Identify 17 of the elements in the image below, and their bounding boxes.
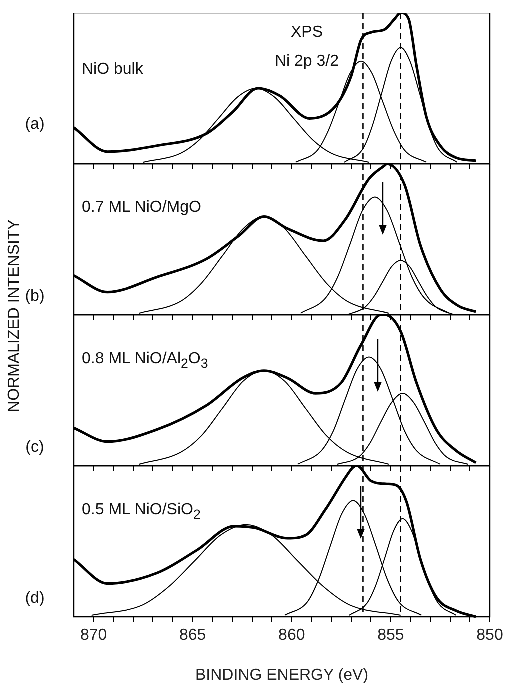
text: (a) (25, 116, 45, 133)
text: (d) (25, 590, 45, 607)
annotation: 0.5 ML NiO/SiO$_{2}$ (82, 502, 201, 522)
x-tick-label: 860 (278, 627, 306, 644)
annotation: Ni 2p 3/2 (274, 53, 340, 70)
x-axis-title: BINDING ENERGY (eV) (195, 666, 369, 684)
x-tick-label: 850 (476, 627, 504, 644)
annotation: 0.8 ML NiO/Al$_{2}$O$_{3}$ (82, 350, 208, 371)
annotation: XPS (290, 24, 324, 41)
x-tick-label: 870 (80, 627, 108, 644)
text: (b) (25, 288, 45, 305)
x-tick-label: 865 (180, 627, 206, 644)
annotation: NiO bulk (82, 61, 144, 78)
annotation: 0.7 ML NiO/MgO (82, 199, 202, 216)
y-axis-title: NORMALIZED INTENSITY (6, 220, 23, 412)
x-tick-label: 855 (378, 627, 404, 644)
text: (c) (26, 439, 44, 456)
